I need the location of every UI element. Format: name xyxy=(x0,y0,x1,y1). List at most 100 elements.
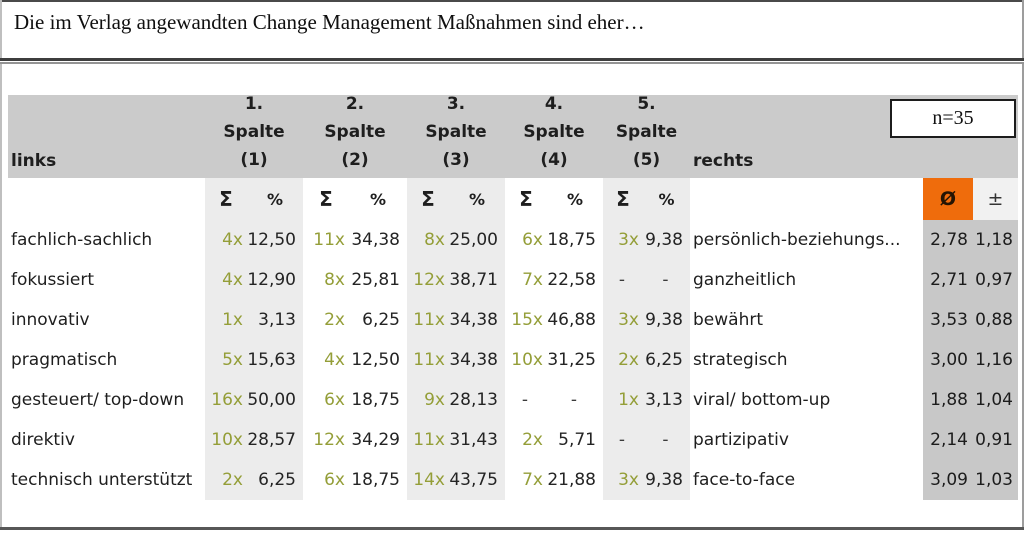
percent-cell: 38,71 xyxy=(449,260,505,300)
percent-symbol: % xyxy=(247,178,303,220)
count-cell: 7x xyxy=(522,270,543,290)
group-number: 3. xyxy=(446,95,466,114)
percent-cell: 6,25 xyxy=(362,310,400,330)
row-label-left: direktiv xyxy=(8,420,205,460)
percent-cell: 50,00 xyxy=(247,380,303,420)
percent-symbol: % xyxy=(449,178,505,220)
column-group-header-5: 5. Spalte (5) xyxy=(603,95,690,178)
count-cell: 16x xyxy=(205,380,247,420)
percent-cell: 6,25 xyxy=(247,460,303,500)
frame-border-left xyxy=(0,0,2,529)
results-table: links 1. Spalte (1) 2. Spalte (2) 3. Spa… xyxy=(8,95,1018,500)
group-paren: (5) xyxy=(632,150,661,170)
row-label-left: innovativ xyxy=(8,300,205,340)
count-cell: 11x xyxy=(407,420,449,460)
percent-cell: 3,13 xyxy=(247,300,303,340)
percent-cell: 12,50 xyxy=(351,350,400,370)
row-label-right: persönlich-beziehungs... xyxy=(690,220,923,260)
row-label-left: fokussiert xyxy=(8,260,205,300)
mean-cell: 3,09 xyxy=(923,460,973,500)
percent-cell: 43,75 xyxy=(449,460,505,500)
row-label-left: gesteuert/ top-down xyxy=(8,380,205,420)
group-word: Spalte xyxy=(523,122,585,142)
row-label-left: pragmatisch xyxy=(8,340,205,380)
count-cell: 5x xyxy=(205,340,247,380)
group-paren: (1) xyxy=(240,150,268,170)
subheader-left-spacer xyxy=(8,178,205,220)
std-cell: 1,18 xyxy=(973,220,1018,260)
row-label-right: face-to-face xyxy=(690,460,923,500)
group-word: Spalte xyxy=(324,122,386,142)
percent-cell: 3,13 xyxy=(643,380,690,420)
count-cell: 11x xyxy=(313,230,345,250)
sample-size-badge: n=35 xyxy=(890,99,1016,138)
std-cell: 1,16 xyxy=(973,340,1018,380)
percent-cell: 25,81 xyxy=(351,270,400,290)
count-cell: 4x xyxy=(205,220,247,260)
count-cell: 6x xyxy=(522,230,543,250)
group-word: Spalte xyxy=(425,122,487,142)
count-cell: 2x xyxy=(522,430,543,450)
count-cell: 10x xyxy=(205,420,247,460)
question-title: Die im Verlag angewandten Change Managem… xyxy=(14,10,645,34)
count-cell: 1x xyxy=(603,380,643,420)
percent-cell: 18,75 xyxy=(547,230,596,250)
percent-cell: 6,25 xyxy=(643,340,690,380)
frame-border-top xyxy=(0,0,1024,2)
percent-cell: 9,38 xyxy=(643,460,690,500)
group-number: 4. xyxy=(544,95,564,114)
mean-header-cell: Ø xyxy=(923,178,973,220)
row-label-right: viral/ bottom-up xyxy=(690,380,923,420)
count-cell: 3x xyxy=(603,460,643,500)
percent-cell: 31,25 xyxy=(547,350,596,370)
mean-cell: 3,00 xyxy=(923,340,973,380)
percent-cell: 31,43 xyxy=(449,420,505,460)
group-paren: (2) xyxy=(341,150,369,170)
count-cell: 4x xyxy=(324,350,345,370)
percent-cell: 9,38 xyxy=(643,300,690,340)
std-header-cell: ± xyxy=(973,178,1018,220)
sum-symbol: Σ xyxy=(603,178,643,220)
count-cell: 4x xyxy=(205,260,247,300)
row-label-left: technisch unterstützt xyxy=(8,460,205,500)
count-cell: 15x xyxy=(511,310,543,330)
percent-cell: 18,75 xyxy=(351,390,400,410)
sum-symbol: Σ xyxy=(519,187,533,211)
count-cell: 2x xyxy=(603,340,643,380)
percent-cell: 22,58 xyxy=(547,270,596,290)
mean-cell: 2,14 xyxy=(923,420,973,460)
subheader-right-spacer xyxy=(690,178,923,220)
row-label-right: ganzheitlich xyxy=(690,260,923,300)
count-cell: 11x xyxy=(407,300,449,340)
frame-border-right xyxy=(1022,0,1024,529)
percent-cell: 12,90 xyxy=(247,260,303,300)
mean-cell: 2,78 xyxy=(923,220,973,260)
percent-cell: 28,13 xyxy=(449,380,505,420)
percent-cell: 15,63 xyxy=(247,340,303,380)
group-paren: (4) xyxy=(540,150,568,170)
mean-cell: 3,53 xyxy=(923,300,973,340)
percent-cell: 46,88 xyxy=(547,310,596,330)
percent-cell: 34,38 xyxy=(449,300,505,340)
column-group-header-2: 2. Spalte (2) xyxy=(303,95,407,178)
group-paren: (3) xyxy=(442,150,470,170)
percent-cell: - xyxy=(570,390,578,410)
title-divider xyxy=(0,58,1024,64)
percent-cell: 34,29 xyxy=(351,430,400,450)
frame-border-bottom xyxy=(0,527,1024,530)
group-number: 2. xyxy=(345,95,365,114)
count-cell: 8x xyxy=(407,220,449,260)
percent-cell: - xyxy=(643,420,690,460)
count-cell: 2x xyxy=(205,460,247,500)
percent-cell: 28,57 xyxy=(247,420,303,460)
sum-symbol: Σ xyxy=(319,187,333,211)
mean-cell: 1,88 xyxy=(923,380,973,420)
count-cell: 12x xyxy=(313,430,345,450)
percent-cell: 5,71 xyxy=(558,430,596,450)
count-cell: 6x xyxy=(324,390,345,410)
count-cell: 8x xyxy=(324,270,345,290)
header-links: links xyxy=(8,95,205,178)
count-cell: 10x xyxy=(511,350,543,370)
count-cell: 14x xyxy=(407,460,449,500)
